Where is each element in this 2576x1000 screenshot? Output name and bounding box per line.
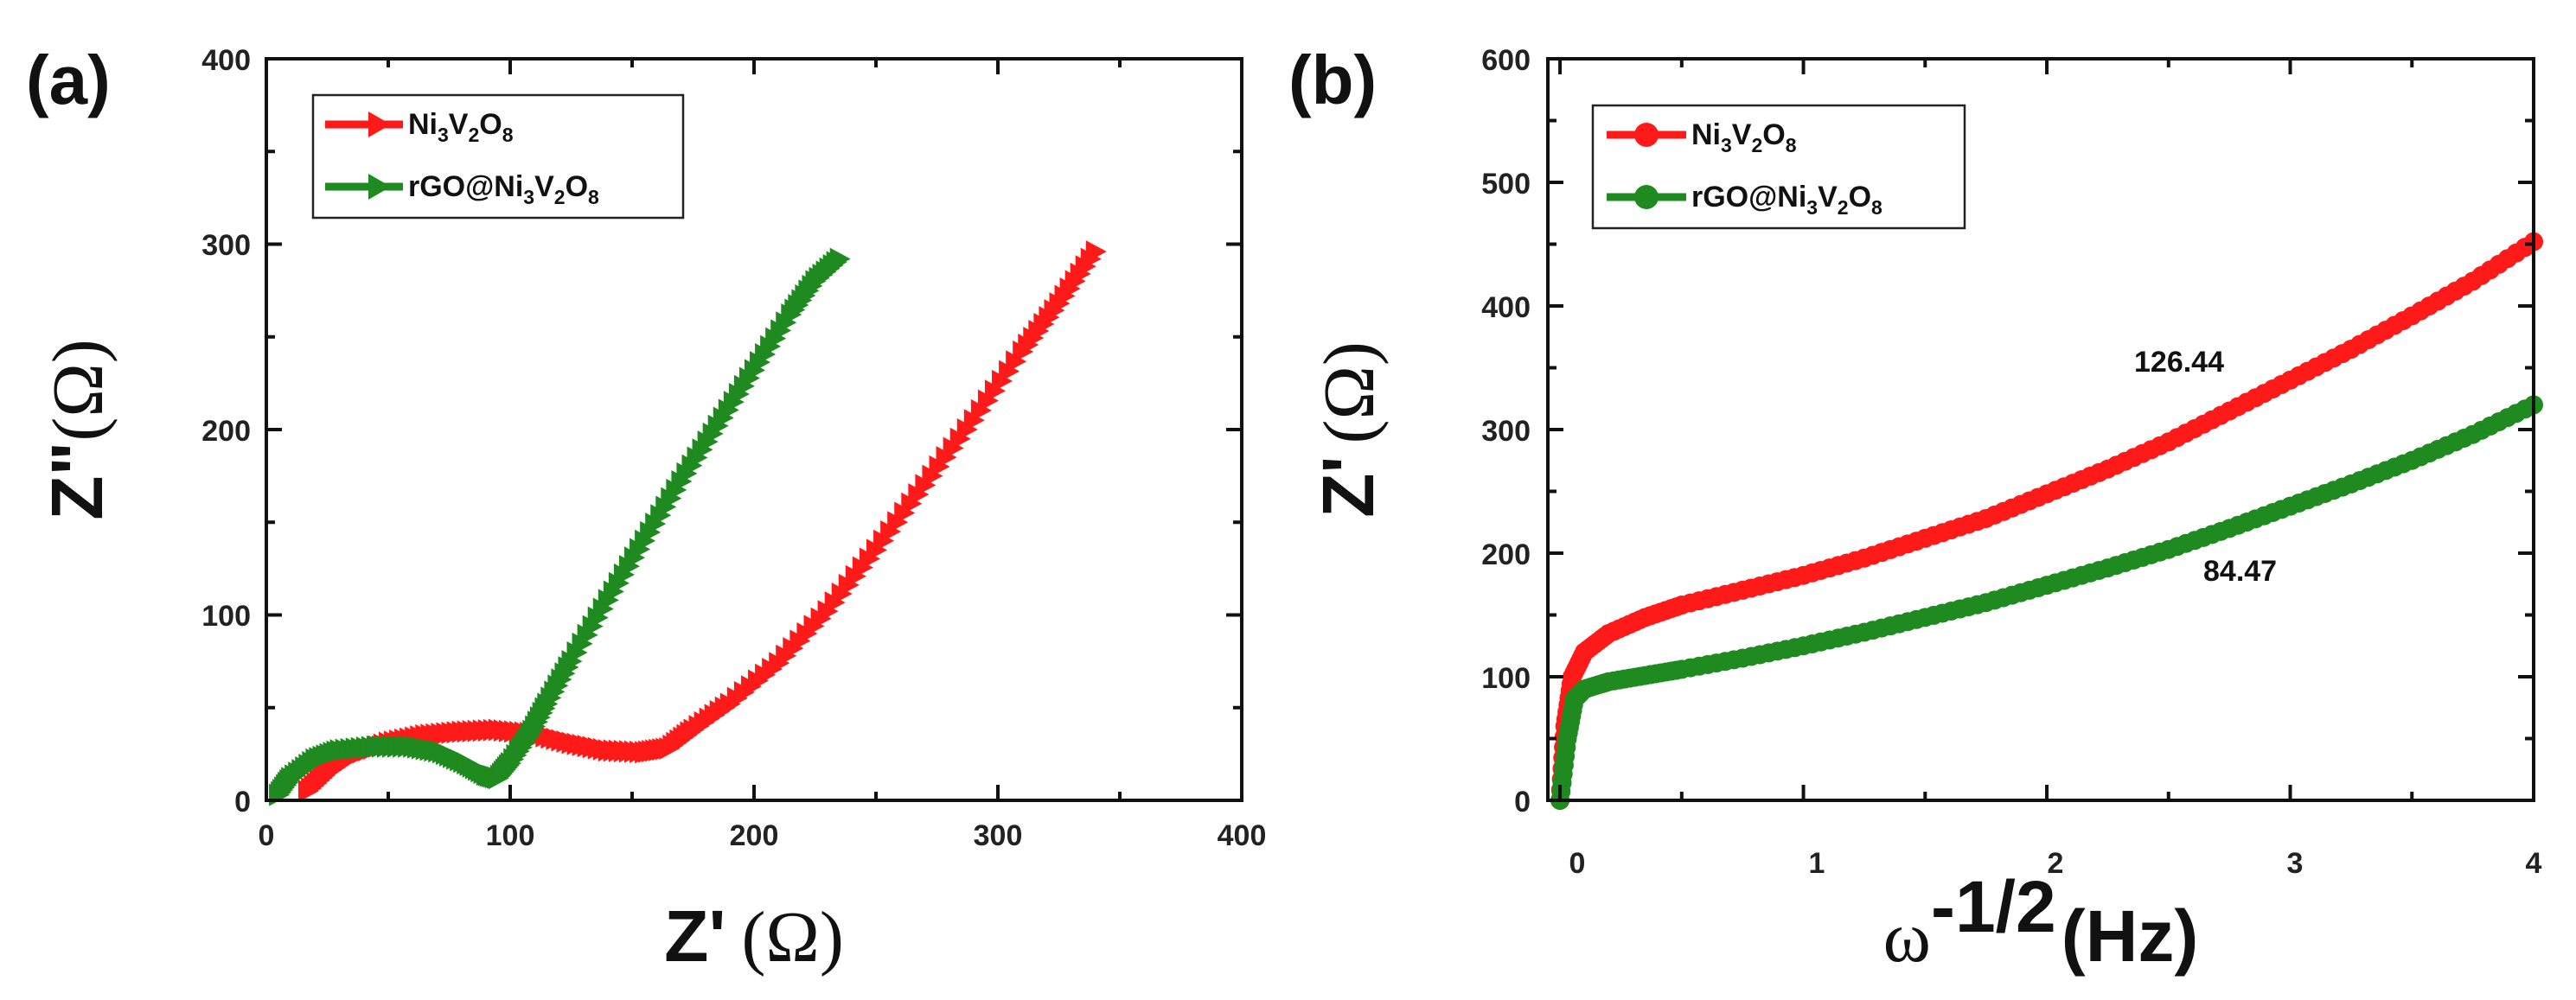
panel-a-ylabel: Z"(Ω) <box>36 339 118 520</box>
panel-a-data-point <box>977 389 999 412</box>
panel-a-ytick: 300 <box>201 229 251 262</box>
panel-b-ytick: 100 <box>1481 662 1531 695</box>
panel-a-data-point <box>829 247 851 271</box>
panel-b-ytick: 600 <box>1481 44 1531 77</box>
panel-b-ytick: 500 <box>1481 168 1531 201</box>
legend-marker-rgo-ni3v2o8 <box>1634 185 1659 209</box>
panel-a-data-point <box>566 641 588 665</box>
panel-a-series-rgo-ni3v2o8 <box>269 247 851 806</box>
panel-a-data-point <box>640 520 662 544</box>
panel-b-tick-marks <box>1548 57 2535 802</box>
panel-a-data-point <box>630 538 651 561</box>
panel-a-data-point <box>635 529 656 552</box>
panel-b-plot-area <box>1550 232 2543 810</box>
legend-label-rgo-ni3v2o8: rGO@Ni3V2O8 <box>1691 181 1882 219</box>
panel-a: (a) 0 100 200 300 400 0 100 200 300 400 … <box>26 41 1266 978</box>
panel-b-annotation-slope-rgo-ni3v2o8: 84.47 <box>2203 555 2277 588</box>
panel-b-ytick: 300 <box>1481 415 1531 448</box>
panel-b-series-ni3v2o8 <box>1550 232 2543 810</box>
panel-b-xtick: 4 <box>2526 847 2542 880</box>
panel-b-legend: Ni3V2O8 rGO@Ni3V2O8 <box>1591 104 1966 230</box>
panel-a-label: (a) <box>26 41 111 118</box>
panel-a-ytick: 200 <box>201 415 251 448</box>
panel-a-data-point <box>587 606 609 629</box>
panel-a-data-point <box>598 589 619 612</box>
panel-a-data-point <box>572 632 593 655</box>
panel-a-data-point <box>624 546 646 570</box>
panel-a-xtick: 400 <box>1218 819 1267 852</box>
panel-a-plot-area <box>269 240 1107 806</box>
panel-a-series-ni3v2o8 <box>297 240 1107 803</box>
panel-a-data-point <box>613 563 635 586</box>
panel-b-label: (b) <box>1288 41 1377 118</box>
panel-b-ytick: 400 <box>1481 291 1531 324</box>
panel-a-ytick: 0 <box>234 786 251 818</box>
panel-b: (b) 0 100 200 300 400 500 600 0 1 2 3 4 … <box>1288 41 2543 978</box>
panel-a-data-point <box>992 369 1013 392</box>
panel-b-legend-box <box>1591 104 1966 230</box>
panel-a-ytick: 400 <box>201 44 251 77</box>
panel-b-ylabel: Z'(Ω) <box>1307 341 1390 518</box>
panel-a-data-point <box>963 409 985 432</box>
panel-b-xtick: 3 <box>2287 847 2304 880</box>
panel-a-data-point <box>618 555 640 578</box>
legend-label-rgo-ni3v2o8: rGO@Ni3V2O8 <box>408 170 599 208</box>
panel-a-data-point <box>582 615 604 638</box>
panel-a-data-point <box>661 487 682 510</box>
panel-a-data-point <box>561 650 583 673</box>
panel-a-series-line <box>276 257 841 797</box>
panel-a-data-point <box>666 478 687 501</box>
panel-a-data-point <box>650 504 672 527</box>
panel-b-ytick: 0 <box>1514 786 1531 818</box>
panel-a-xtick: 300 <box>974 819 1023 852</box>
panel-b-ytick: 200 <box>1481 538 1531 571</box>
panel-a-xtick: 100 <box>486 819 535 852</box>
panel-a-data-point <box>970 398 992 422</box>
legend-marker-rgo-ni3v2o8 <box>368 174 391 200</box>
panel-b-xtick: 0 <box>1569 847 1586 880</box>
legend-label-ni3v2o8: Ni3V2O8 <box>408 108 514 146</box>
panel-a-data-point <box>645 513 667 536</box>
panel-a-xtick: 200 <box>730 819 779 852</box>
panel-b-xtick: 2 <box>2048 847 2064 880</box>
panel-a-legend: Ni3V2O8 rGO@Ni3V2O8 <box>311 93 685 220</box>
panel-a-data-point <box>984 379 1006 403</box>
panel-a-tick-marks <box>265 57 1243 802</box>
panel-a-data-point <box>1085 240 1107 264</box>
panel-a-data-point <box>577 623 598 646</box>
panel-b-xlabel: ω-1/2(Hz) <box>1883 866 2199 978</box>
panel-a-xtick: 0 <box>259 819 275 852</box>
panel-a-data-point <box>655 495 677 519</box>
legend-marker-ni3v2o8 <box>368 111 391 137</box>
panel-a-data-point <box>608 571 630 595</box>
panel-a-data-point <box>603 580 624 603</box>
panel-a-data-point <box>1006 350 1027 373</box>
legend-marker-ni3v2o8 <box>1634 123 1659 147</box>
panel-a-data-point <box>999 360 1020 383</box>
panel-b-annotation-slope-ni3v2o8: 126.44 <box>2134 346 2224 379</box>
panel-a-data-point <box>592 597 614 621</box>
panel-a-ytick: 100 <box>201 600 251 633</box>
panel-b-xtick: 1 <box>1809 847 1825 880</box>
panel-a-xlabel: Z' (Ω) <box>664 895 844 978</box>
panel-b-series-rgo-ni3v2o8 <box>1550 395 2543 810</box>
legend-label-ni3v2o8: Ni3V2O8 <box>1691 118 1797 156</box>
